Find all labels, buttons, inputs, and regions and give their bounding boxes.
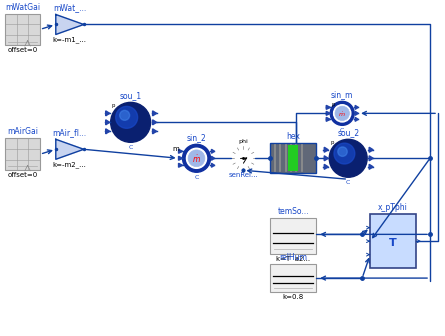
Text: mWatGai: mWatGai — [5, 2, 40, 11]
Polygon shape — [326, 117, 330, 121]
Polygon shape — [369, 164, 373, 169]
Text: k=-m2_...: k=-m2_... — [53, 161, 87, 168]
Text: mAir_fl...: mAir_fl... — [53, 128, 87, 137]
Text: x_pTphi: x_pTphi — [378, 203, 408, 212]
Circle shape — [338, 147, 347, 156]
Text: relHum: relHum — [279, 253, 307, 262]
Text: p: p — [331, 102, 335, 108]
Polygon shape — [369, 147, 373, 152]
Polygon shape — [326, 111, 330, 115]
Polygon shape — [106, 120, 109, 125]
Polygon shape — [369, 156, 373, 161]
Polygon shape — [211, 156, 214, 160]
Text: sin_m: sin_m — [331, 90, 353, 99]
Circle shape — [334, 143, 355, 164]
Circle shape — [120, 110, 129, 120]
Circle shape — [182, 144, 210, 172]
Text: $\dot{m}$: $\dot{m}$ — [192, 153, 201, 165]
Polygon shape — [56, 14, 84, 35]
Text: k=-m1_...: k=-m1_... — [53, 37, 87, 43]
Text: m: m — [173, 146, 179, 152]
Text: mAirGai: mAirGai — [7, 127, 38, 136]
Circle shape — [330, 101, 354, 125]
Bar — [5, 13, 40, 45]
Circle shape — [116, 107, 138, 128]
Text: C: C — [129, 145, 133, 150]
Polygon shape — [211, 149, 214, 153]
Polygon shape — [106, 129, 109, 134]
Bar — [271, 143, 316, 173]
Polygon shape — [153, 129, 157, 134]
Polygon shape — [355, 117, 358, 121]
Circle shape — [186, 148, 206, 168]
Text: p: p — [330, 140, 334, 145]
Text: offset=0: offset=0 — [7, 47, 37, 53]
Circle shape — [335, 106, 349, 121]
Polygon shape — [153, 120, 157, 125]
Text: hex: hex — [287, 132, 300, 141]
Text: p: p — [112, 103, 115, 109]
Text: phi: phi — [239, 139, 248, 144]
Bar — [288, 145, 298, 171]
Polygon shape — [355, 111, 358, 115]
Polygon shape — [178, 149, 182, 153]
Polygon shape — [153, 111, 157, 116]
Text: mWat_...: mWat_... — [53, 3, 86, 12]
Polygon shape — [56, 139, 84, 159]
Polygon shape — [178, 163, 182, 167]
Polygon shape — [106, 111, 109, 116]
Bar — [5, 138, 40, 170]
Text: $\dot{m}$: $\dot{m}$ — [338, 110, 346, 119]
Polygon shape — [326, 106, 330, 109]
Text: sou_1: sou_1 — [120, 91, 142, 100]
Bar — [271, 264, 316, 292]
Circle shape — [111, 102, 150, 142]
Text: sou_2: sou_2 — [337, 128, 359, 137]
Text: senRel...: senRel... — [229, 172, 258, 178]
Text: C: C — [194, 175, 198, 180]
Circle shape — [329, 139, 367, 177]
Polygon shape — [178, 156, 182, 160]
Circle shape — [188, 150, 205, 167]
Polygon shape — [211, 163, 214, 167]
Circle shape — [231, 146, 255, 170]
Polygon shape — [324, 156, 328, 161]
Text: sin_2: sin_2 — [186, 133, 206, 142]
Text: C: C — [346, 180, 350, 185]
Text: T: T — [389, 238, 397, 248]
Polygon shape — [355, 106, 358, 109]
Bar — [271, 218, 316, 254]
Text: offset=0: offset=0 — [7, 172, 37, 178]
Polygon shape — [324, 164, 328, 169]
Text: k=T  a2...: k=T a2... — [276, 256, 310, 262]
Text: temSo...: temSo... — [278, 207, 309, 216]
Polygon shape — [324, 147, 328, 152]
Text: k=0.8: k=0.8 — [283, 294, 304, 300]
Text: C: C — [340, 128, 344, 133]
Circle shape — [334, 105, 351, 122]
Bar — [370, 214, 416, 268]
